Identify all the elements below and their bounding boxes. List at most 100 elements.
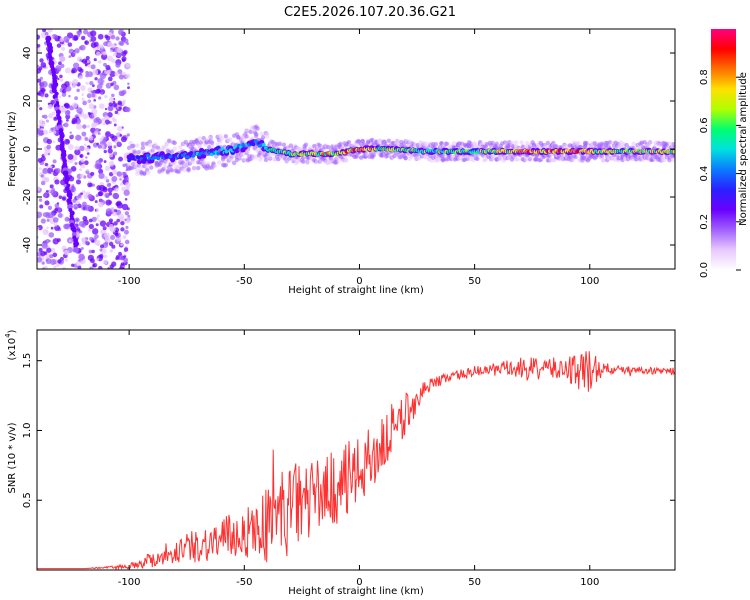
noise-speck <box>49 258 57 265</box>
snr-scale-text: (x10 <box>7 338 18 361</box>
noise-speck <box>87 182 93 188</box>
noise-speck <box>111 244 116 249</box>
noise-speck <box>108 152 114 158</box>
noise-speck <box>120 262 125 266</box>
noise-speck <box>44 162 49 167</box>
noise-speck <box>98 145 101 148</box>
noise-speck <box>56 67 61 72</box>
noise-speck <box>84 160 89 166</box>
ridge-halo <box>424 141 429 146</box>
ridge-halo <box>135 171 140 176</box>
noise-speck <box>53 265 57 269</box>
noise-speck <box>127 82 130 85</box>
spectrogram-axes: -100 -50 0 50 100 -40 -20 0 20 40 <box>22 29 675 287</box>
ridge-halo <box>265 134 270 139</box>
noise-speck <box>90 36 97 42</box>
ridge-halo <box>227 137 233 142</box>
x-tick-label: 50 <box>468 276 481 287</box>
ridge-halo <box>281 142 287 147</box>
noise-speck <box>123 38 129 44</box>
snr-plot-area <box>37 351 675 570</box>
noise-speck <box>103 175 109 181</box>
noise-speck <box>86 152 90 155</box>
ridge-halo <box>519 140 524 145</box>
x-tick-label: -50 <box>236 276 252 287</box>
noise-speck <box>83 194 89 200</box>
ridge-halo <box>545 140 551 146</box>
ridge-halo <box>382 139 387 145</box>
noise-speck <box>95 88 101 94</box>
noise-speck <box>75 134 82 141</box>
noise-speck <box>79 173 85 179</box>
noise-speck <box>52 140 56 144</box>
snr-scale-exponent: 4 <box>4 333 12 338</box>
noise-speck <box>63 249 70 256</box>
noise-speck <box>64 138 71 145</box>
noise-speck <box>42 129 49 135</box>
noise-speck <box>72 102 78 109</box>
y-tick-label: 1.0 <box>22 423 33 439</box>
noise-speck <box>64 103 71 109</box>
noise-speck <box>84 240 89 245</box>
y-tick-label: 0.5 <box>22 492 33 508</box>
noise-speck <box>98 96 102 100</box>
noise-speck <box>67 153 74 160</box>
noise-speck <box>106 69 111 75</box>
noise-speck <box>111 117 116 121</box>
noise-speck <box>94 239 101 246</box>
ridge-halo <box>146 170 151 175</box>
noise-speck <box>96 257 100 262</box>
y-tick-label: 0 <box>22 146 33 152</box>
ridge-halo <box>240 152 245 158</box>
noise-speck <box>107 41 113 48</box>
noise-speck <box>119 216 125 222</box>
ridge-halo <box>490 140 495 146</box>
ridge-halo <box>182 167 187 173</box>
noise-speck <box>50 226 54 230</box>
noise-speck <box>68 55 72 59</box>
noise-speck <box>97 132 101 135</box>
ridge-halo <box>395 138 400 143</box>
noise-speck <box>40 93 44 98</box>
ridge-halo <box>509 140 515 146</box>
noise-speck <box>100 53 108 60</box>
ridge-halo <box>303 142 309 147</box>
noise-speck <box>39 58 44 63</box>
noise-speck <box>39 204 44 209</box>
noise-speck <box>46 226 49 230</box>
noise-speck <box>108 102 113 107</box>
noise-speck <box>112 100 116 104</box>
ridge-halo <box>254 131 259 137</box>
noise-speck <box>113 221 118 226</box>
noise-speck <box>41 176 47 182</box>
noise-speck <box>90 64 96 70</box>
noise-speck <box>114 187 119 192</box>
noise-speck <box>40 127 44 131</box>
ridge-halo <box>472 141 477 146</box>
noise-speck <box>59 78 64 82</box>
noise-speck <box>119 255 124 261</box>
noise-speck <box>78 75 83 80</box>
noise-speck <box>86 124 90 128</box>
noise-speck <box>120 220 125 226</box>
spectrogram-plot-area <box>37 29 675 269</box>
noise-speck <box>54 207 58 212</box>
noise-speck <box>119 176 123 180</box>
noise-speck <box>125 73 131 79</box>
snr-ylabel: SNR (10 * v/v) <box>7 422 18 493</box>
noise-speck <box>88 180 91 184</box>
ridge-halo <box>267 154 273 160</box>
x-tick-label: -50 <box>236 577 252 588</box>
noise-speck <box>66 223 71 228</box>
noise-speck <box>59 37 65 43</box>
noise-speck <box>108 106 113 111</box>
ridge-halo <box>231 160 237 166</box>
ridge-halo <box>343 157 349 163</box>
ridge-halo <box>186 166 191 172</box>
noise-speck <box>95 116 100 122</box>
noise-speck <box>115 255 120 260</box>
streak-point <box>54 97 59 102</box>
noise-speck <box>116 141 121 146</box>
noise-speck <box>43 265 48 269</box>
spectrogram-xlabel: Height of straight line (km) <box>288 285 424 296</box>
